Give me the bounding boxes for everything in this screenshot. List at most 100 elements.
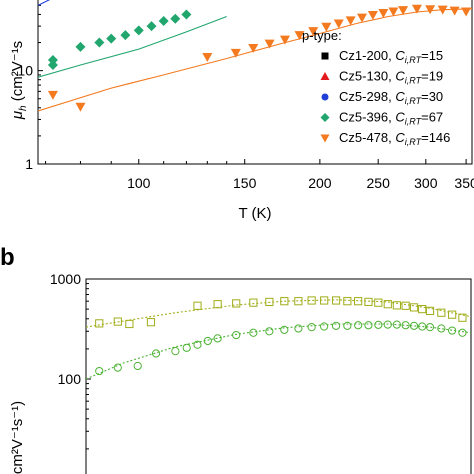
b-point-0 (374, 298, 383, 307)
b-fit-line-0 (86, 299, 471, 328)
y-axis-label-a: μh (cm²V⁻¹s (9, 41, 29, 120)
b-point-1 (265, 327, 274, 336)
b-point-0 (265, 297, 274, 307)
a-point-1 (47, 90, 58, 100)
legend-entry-label: Cz5-396, Ci,RT=67 (339, 110, 443, 127)
a-point-1 (461, 7, 472, 17)
a-point-0 (120, 30, 131, 41)
plot-frame-b (85, 278, 472, 474)
legend-entry-label: Cz1-200, Ci,RT=15 (339, 48, 443, 65)
b-point-0 (113, 317, 122, 326)
a-point-1 (333, 19, 344, 29)
y-axis-label-sub: h (18, 105, 29, 111)
b-ticks (86, 278, 91, 450)
a-point-1 (294, 31, 305, 41)
x-axis-label: T (K) (238, 205, 271, 222)
legend-marker (320, 134, 330, 143)
b-point-1 (448, 326, 457, 335)
b-point-0 (331, 296, 341, 305)
a-point-1 (425, 5, 436, 15)
a-x-tick-labels: 100 150 200 250 300 350 (127, 175, 474, 191)
b-fit-line-1 (86, 323, 471, 380)
b-point-1 (151, 349, 161, 358)
a-point-1 (367, 10, 378, 20)
a-point-1 (437, 5, 448, 15)
b-point-0 (383, 300, 392, 309)
a-point-1 (378, 8, 389, 18)
b-point-0 (95, 319, 104, 328)
b-point-1 (425, 323, 435, 332)
y-axis-label-b: (cm²V⁻¹s⁻¹) (9, 401, 26, 474)
b-point-1 (354, 321, 363, 330)
a-point-1 (308, 27, 319, 37)
b-point-0 (249, 298, 258, 307)
a-x-tick-label: 350 (454, 175, 474, 191)
legend-title: p-type: (302, 28, 342, 43)
svg-text:(cm²V⁻¹s⁻¹): (cm²V⁻¹s⁻¹) (9, 401, 26, 474)
a-point-1 (264, 39, 275, 49)
a-fit-line-2 (38, 0, 51, 6)
a-point-0 (181, 9, 192, 20)
b-point-1 (213, 334, 222, 343)
b-data-points (95, 296, 467, 376)
b-point-1 (232, 330, 241, 340)
b-point-0 (418, 305, 427, 314)
b-point-0 (425, 306, 435, 315)
a-x-tick-label: 300 (414, 175, 438, 191)
a-x-tick-label: 150 (233, 175, 257, 191)
a-ticks (38, 4, 467, 165)
b-point-0 (437, 308, 446, 317)
a-y-tick-label: 10 (17, 63, 33, 79)
b-point-1 (458, 328, 467, 337)
b-point-1 (401, 321, 410, 330)
legend-marker (321, 52, 329, 60)
b-y-tick-label: 10 (65, 471, 81, 474)
b-point-0 (146, 318, 156, 327)
a-data-points (47, 4, 472, 112)
y-axis-label-b-units: (cm²V⁻¹s⁻¹) (9, 401, 26, 474)
a-point-0 (106, 33, 117, 44)
a-point-1 (248, 43, 259, 53)
b-point-1 (374, 320, 383, 329)
a-fit-line-0 (38, 15, 227, 78)
b-point-0 (354, 297, 363, 306)
a-point-0 (146, 21, 157, 32)
a-point-1 (321, 22, 332, 32)
b-point-0 (401, 301, 410, 310)
a-fit-line-1 (38, 8, 472, 112)
a-x-tick-label: 200 (308, 175, 332, 191)
b-point-1 (418, 322, 427, 331)
a-point-0 (158, 16, 169, 27)
a-point-1 (230, 48, 241, 58)
b-point-1 (331, 321, 341, 330)
b-point-0 (364, 297, 373, 307)
b-point-1 (203, 336, 212, 346)
b-point-0 (320, 296, 329, 305)
b-y-tick-labels: 10 100 1000 (50, 271, 81, 474)
panel-a: 100 150 200 250 300 350 1 10 T (K) μh (cm²V⁻¹s… (9, 0, 474, 222)
a-point-1 (411, 4, 422, 14)
panel-label-b: b (0, 244, 15, 271)
b-point-0 (294, 297, 303, 306)
plot-frame-a (37, 0, 473, 165)
a-point-0 (170, 13, 181, 24)
b-point-1 (294, 324, 303, 333)
b-point-0 (392, 301, 401, 310)
b-point-1 (280, 325, 289, 334)
svg-text:μh (cm²V⁻¹s: μh (cm²V⁻¹s (9, 41, 29, 120)
a-point-1 (202, 53, 213, 63)
a-point-0 (75, 41, 86, 52)
b-y-tick-label: 100 (58, 371, 82, 387)
a-x-tick-label: 100 (127, 175, 151, 191)
a-point-0 (94, 37, 105, 48)
b-point-0 (409, 303, 419, 312)
panel-b: b 10 100 1000 (cm²V⁻¹s⁻¹) (0, 244, 472, 474)
b-point-0 (458, 313, 467, 322)
b-point-1 (182, 343, 191, 352)
a-point-0 (47, 59, 58, 70)
legend-entry-label: Cz5-298, Ci,RT=30 (339, 89, 443, 106)
b-point-0 (232, 299, 241, 308)
b-point-1 (392, 320, 401, 329)
b-point-1 (364, 321, 373, 330)
